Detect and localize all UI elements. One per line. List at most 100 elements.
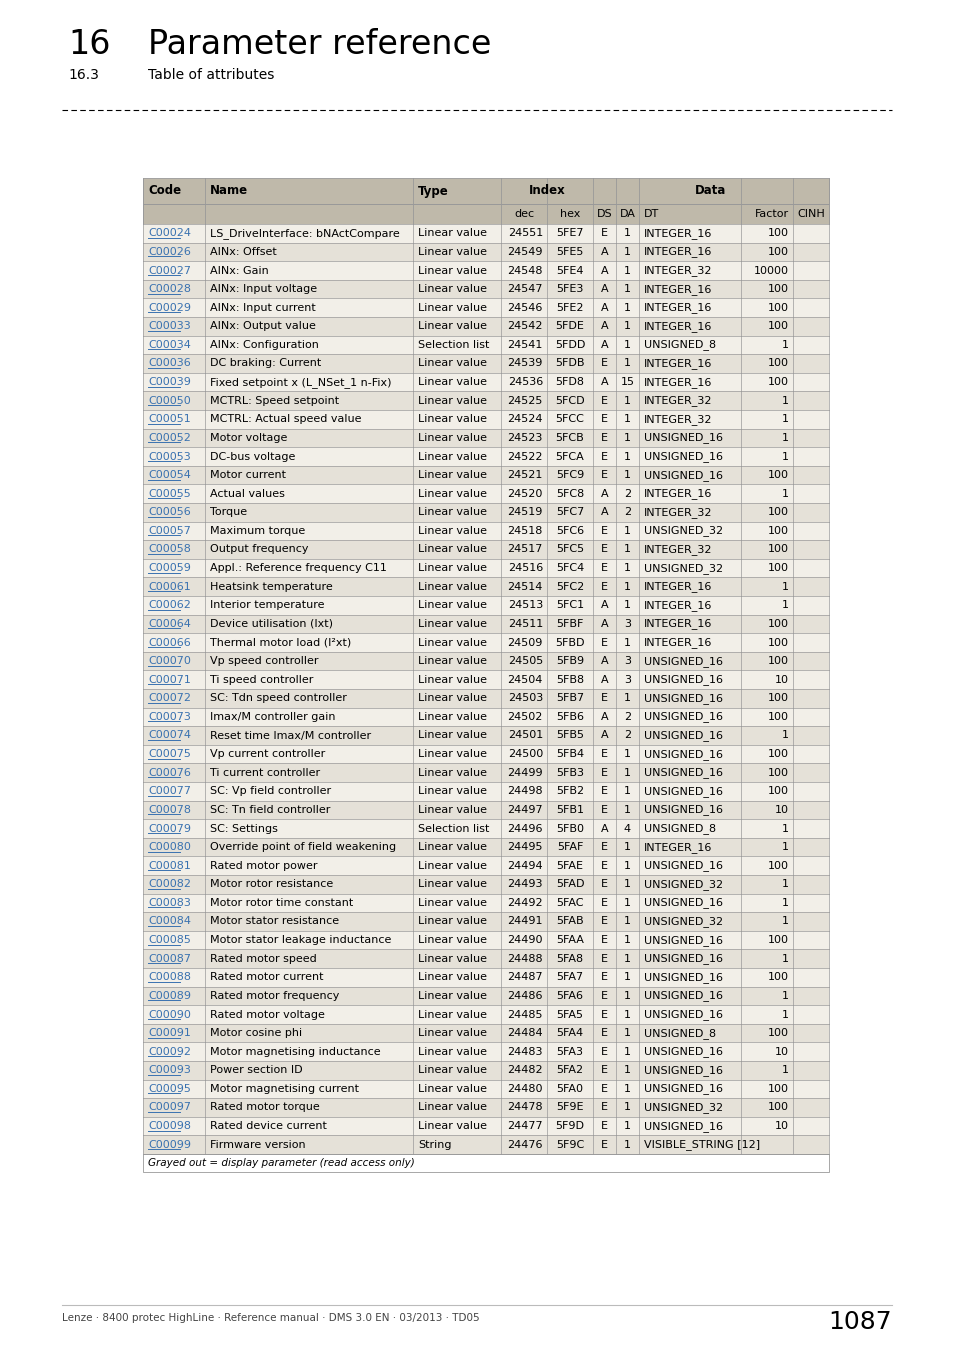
Text: INTEGER_16: INTEGER_16 (643, 377, 712, 387)
Text: Linear value: Linear value (417, 451, 486, 462)
Text: 5FAF: 5FAF (557, 842, 582, 852)
Text: E: E (600, 861, 607, 871)
Text: C00033: C00033 (148, 321, 191, 331)
Text: E: E (600, 953, 607, 964)
Text: E: E (600, 879, 607, 890)
Text: 5FCD: 5FCD (555, 396, 584, 406)
Text: 100: 100 (767, 618, 788, 629)
Text: Ti speed controller: Ti speed controller (210, 675, 313, 684)
Text: C00080: C00080 (148, 842, 191, 852)
Text: 1: 1 (623, 1010, 630, 1019)
Text: 24521: 24521 (507, 470, 542, 481)
Bar (143, 354, 828, 373)
Text: E: E (600, 972, 607, 983)
Text: DA: DA (618, 209, 635, 219)
Text: UNSIGNED_16: UNSIGNED_16 (643, 470, 722, 481)
Text: 100: 100 (767, 749, 788, 759)
Text: A: A (600, 601, 608, 610)
Text: 5FB7: 5FB7 (556, 694, 583, 703)
Text: UNSIGNED_16: UNSIGNED_16 (643, 656, 722, 667)
Text: 1: 1 (623, 1084, 630, 1094)
Text: C00051: C00051 (148, 414, 191, 424)
Text: A: A (600, 824, 608, 833)
Text: Vp speed controller: Vp speed controller (210, 656, 318, 666)
Bar (143, 373, 828, 391)
Text: 100: 100 (767, 302, 788, 313)
Text: 100: 100 (767, 711, 788, 722)
Text: Code: Code (148, 185, 181, 197)
Text: C00050: C00050 (148, 396, 191, 406)
Text: 1: 1 (623, 1046, 630, 1057)
Text: 24502: 24502 (507, 711, 542, 722)
Bar (143, 707, 828, 726)
Text: 5FD8: 5FD8 (555, 377, 584, 387)
Text: Linear value: Linear value (417, 470, 486, 481)
Text: INTEGER_32: INTEGER_32 (643, 414, 712, 425)
Text: 1: 1 (781, 489, 788, 498)
Text: Ti current controller: Ti current controller (210, 768, 320, 778)
Text: C00028: C00028 (148, 284, 191, 294)
Text: 1: 1 (623, 1029, 630, 1038)
Text: Motor magnetising current: Motor magnetising current (210, 1084, 358, 1094)
Text: 5FC8: 5FC8 (556, 489, 583, 498)
Text: 100: 100 (767, 1103, 788, 1112)
Text: C00024: C00024 (148, 228, 191, 239)
Text: C00092: C00092 (148, 1046, 191, 1057)
Text: 1: 1 (781, 396, 788, 406)
Text: Rated motor voltage: Rated motor voltage (210, 1010, 325, 1019)
Bar (143, 801, 828, 819)
Text: 5FA2: 5FA2 (556, 1065, 583, 1076)
Text: 1: 1 (623, 936, 630, 945)
Text: C00085: C00085 (148, 936, 191, 945)
Bar (143, 1006, 828, 1023)
Text: 1: 1 (623, 694, 630, 703)
Text: C00072: C00072 (148, 694, 191, 703)
Text: 2: 2 (623, 489, 630, 498)
Text: 1: 1 (623, 266, 630, 275)
Text: 3: 3 (623, 675, 630, 684)
Text: C00097: C00097 (148, 1103, 191, 1112)
Text: Linear value: Linear value (417, 266, 486, 275)
Text: 5FE4: 5FE4 (556, 266, 583, 275)
Bar (143, 968, 828, 987)
Text: 24505: 24505 (507, 656, 542, 666)
Text: E: E (600, 1139, 607, 1150)
Text: C00089: C00089 (148, 991, 191, 1000)
Text: C00056: C00056 (148, 508, 191, 517)
Text: 100: 100 (767, 284, 788, 294)
Text: C00073: C00073 (148, 711, 191, 722)
Text: Motor current: Motor current (210, 470, 286, 481)
Text: A: A (600, 284, 608, 294)
Text: 5FA3: 5FA3 (556, 1046, 583, 1057)
Text: Reset time Imax/M controller: Reset time Imax/M controller (210, 730, 371, 741)
Text: UNSIGNED_16: UNSIGNED_16 (643, 749, 722, 760)
Text: A: A (600, 377, 608, 387)
Text: C00055: C00055 (148, 489, 191, 498)
Text: 1: 1 (623, 805, 630, 815)
Text: E: E (600, 1103, 607, 1112)
Text: Imax/M controller gain: Imax/M controller gain (210, 711, 335, 722)
Text: 24483: 24483 (507, 1046, 542, 1057)
Text: 24551: 24551 (507, 228, 542, 239)
Text: 10: 10 (774, 1046, 788, 1057)
Bar (143, 559, 828, 578)
Text: 1: 1 (623, 898, 630, 909)
Text: 1: 1 (623, 563, 630, 574)
Text: Linear value: Linear value (417, 730, 486, 741)
Bar (143, 504, 828, 521)
Text: INTEGER_32: INTEGER_32 (643, 396, 712, 406)
Text: 100: 100 (767, 768, 788, 778)
Text: A: A (600, 675, 608, 684)
Text: E: E (600, 694, 607, 703)
Text: E: E (600, 786, 607, 796)
Text: Linear value: Linear value (417, 694, 486, 703)
Text: 5FB6: 5FB6 (556, 711, 583, 722)
Text: 10000: 10000 (753, 266, 788, 275)
Text: 1: 1 (623, 396, 630, 406)
Text: 5FAD: 5FAD (556, 879, 583, 890)
Text: Linear value: Linear value (417, 1046, 486, 1057)
Text: 100: 100 (767, 1084, 788, 1094)
Text: 16: 16 (68, 28, 111, 61)
Text: 100: 100 (767, 694, 788, 703)
Text: 2: 2 (623, 508, 630, 517)
